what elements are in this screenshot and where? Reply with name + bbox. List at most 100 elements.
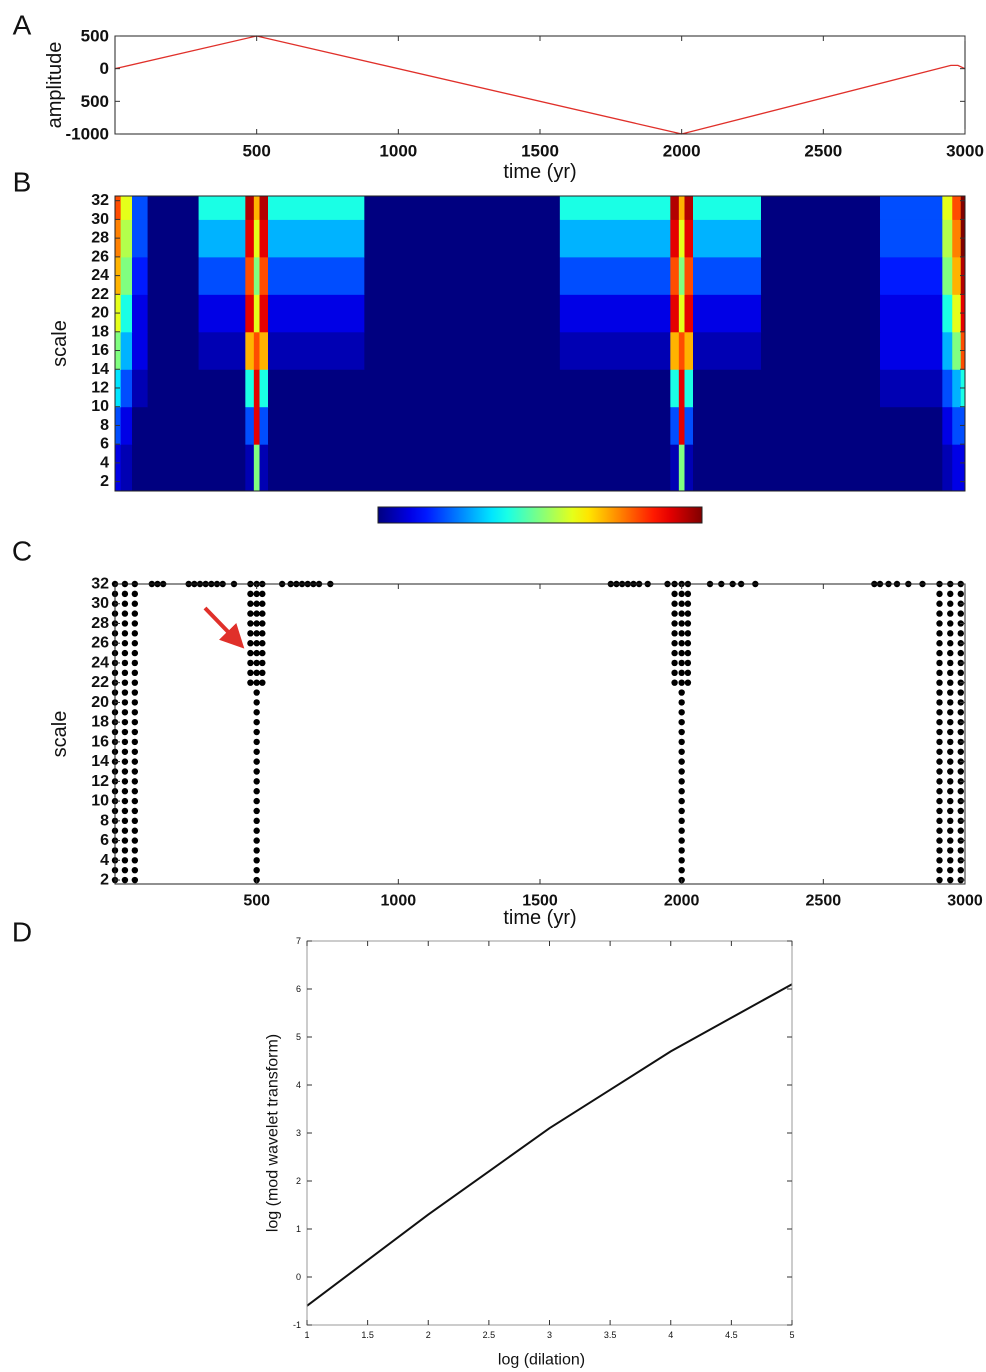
y-tick-label: 30: [91, 595, 109, 612]
maxima-point: [947, 640, 954, 647]
heat-cell: [132, 406, 149, 445]
panel-label: C: [12, 536, 32, 567]
maxima-point: [131, 748, 139, 755]
maxima-point: [131, 600, 139, 607]
maxima-point: [684, 649, 692, 657]
heat-cell: [253, 369, 260, 408]
heat-cell: [559, 369, 671, 408]
x-axis-label: time (yr): [503, 161, 576, 183]
maxima-point: [684, 659, 692, 667]
maxima-point: [678, 728, 685, 736]
heat-cell: [245, 331, 255, 370]
maxima-point: [259, 590, 266, 598]
heat-cell: [198, 219, 246, 258]
x-tick-label: 2500: [804, 142, 842, 161]
heat-cell: [678, 369, 685, 408]
heat-cell: [559, 406, 671, 445]
maxima-point: [678, 768, 685, 775]
heat-cell: [364, 256, 561, 295]
heat-cell: [115, 444, 122, 492]
x-tick-label: 2.5: [483, 1330, 496, 1340]
y-tick-label: 4: [100, 852, 109, 869]
heat-cell: [364, 406, 561, 445]
y-tick-label: 16: [91, 733, 109, 750]
maxima-point: [247, 679, 254, 686]
maxima-point: [678, 847, 685, 854]
heat-cell: [268, 369, 365, 408]
y-tick-label: -1: [293, 1320, 301, 1330]
maxima-point: [947, 689, 954, 696]
maxima-point: [131, 807, 139, 815]
y-tick-label: 4: [100, 454, 109, 471]
y-tick-label: -1000: [66, 125, 109, 144]
heat-cell: [880, 369, 943, 408]
maxima-point: [936, 847, 943, 854]
heat-cell: [120, 294, 133, 333]
panel-label: D: [12, 917, 32, 948]
heat-cell: [268, 196, 365, 220]
data-line: [306, 983, 793, 1307]
maxima-point: [671, 669, 678, 677]
heat-cell: [952, 331, 962, 370]
maxima-point: [947, 709, 954, 716]
maxima-point: [247, 630, 254, 637]
maxima-point: [259, 669, 266, 677]
maxima-point: [247, 590, 254, 598]
maxima-point: [131, 797, 139, 805]
maxima-point: [121, 817, 129, 825]
maxima-point: [947, 778, 954, 785]
heat-cell: [678, 294, 685, 333]
maxima-point: [947, 797, 954, 805]
heat-cell: [670, 294, 680, 333]
heat-cell: [364, 196, 561, 220]
maxima-point: [936, 718, 943, 726]
maxima-point: [947, 827, 954, 834]
maxima-point: [131, 738, 139, 746]
heat-cell: [559, 196, 671, 220]
maxima-point: [259, 679, 266, 686]
y-axis-label: scale: [49, 320, 71, 367]
maxima-point: [957, 807, 964, 815]
maxima-point: [936, 797, 943, 805]
heat-cell: [364, 219, 561, 258]
heat-cell: [364, 331, 561, 370]
heat-cell: [245, 369, 255, 408]
maxima-point: [678, 857, 685, 864]
maxima-point: [936, 866, 943, 874]
maxima-point: [678, 866, 685, 874]
maxima-point: [131, 659, 139, 667]
heat-cell: [942, 369, 953, 408]
x-axis-label: time (yr): [503, 907, 576, 929]
maxima-point: [936, 630, 943, 637]
maxima-point: [957, 866, 964, 874]
heat-cell: [198, 369, 246, 408]
x-tick-label: 1500: [521, 142, 559, 161]
maxima-point: [947, 768, 954, 775]
maxima-point: [678, 797, 685, 805]
maxima-point: [957, 709, 964, 716]
maxima-point: [936, 728, 943, 736]
heat-cell: [559, 331, 671, 370]
heat-cell: [259, 331, 269, 370]
maxima-point: [253, 689, 260, 696]
y-tick-label: 4: [296, 1080, 301, 1090]
y-tick-label: 14: [91, 361, 109, 378]
heat-cell: [960, 196, 966, 220]
maxima-point: [678, 699, 685, 706]
maxima-point: [678, 758, 685, 765]
maxima-point: [936, 709, 943, 716]
maxima-point: [131, 876, 139, 884]
maxima-point: [678, 649, 685, 657]
heat-cell: [684, 444, 694, 492]
heat-cell: [952, 219, 962, 258]
maxima-point: [947, 649, 954, 657]
heat-cell: [147, 196, 200, 220]
maxima-point: [957, 610, 964, 617]
y-tick-label: 26: [91, 248, 109, 265]
maxima-point: [131, 728, 139, 736]
maxima-point: [957, 590, 964, 598]
heat-cell: [245, 444, 255, 492]
heat-cell: [245, 196, 255, 220]
maxima-point: [253, 797, 260, 805]
maxima-point: [131, 817, 139, 825]
